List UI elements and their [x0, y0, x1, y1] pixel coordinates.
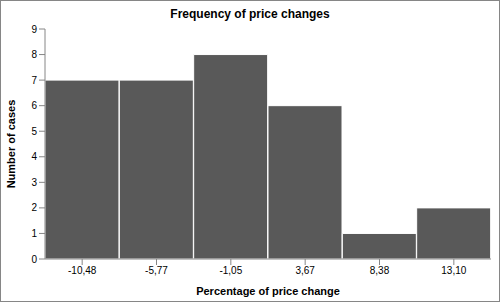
svg-text:0: 0 — [31, 254, 37, 265]
svg-text:4: 4 — [31, 151, 37, 162]
svg-text:5: 5 — [31, 126, 37, 137]
svg-text:8,38: 8,38 — [370, 265, 390, 276]
svg-text:Percentage of price change: Percentage of price change — [196, 285, 340, 297]
svg-text:1: 1 — [31, 228, 37, 239]
html-text:Frequency of price changes: Frequency of price changes — [170, 7, 330, 21]
svg-text:13,10: 13,10 — [441, 265, 466, 276]
svg-text:-10,48: -10,48 — [68, 265, 97, 276]
svg-text:8: 8 — [31, 49, 37, 60]
svg-text:3: 3 — [31, 177, 37, 188]
svg-text:3,67: 3,67 — [295, 265, 315, 276]
svg-text:Number of cases: Number of cases — [8, 100, 17, 189]
svg-text:7: 7 — [31, 75, 37, 86]
svg-text:9: 9 — [31, 24, 37, 35]
svg-text:-5,77: -5,77 — [145, 265, 168, 276]
svg-text:-1,05: -1,05 — [219, 265, 242, 276]
svg-text:2: 2 — [31, 202, 37, 213]
svg-text:6: 6 — [31, 100, 37, 111]
